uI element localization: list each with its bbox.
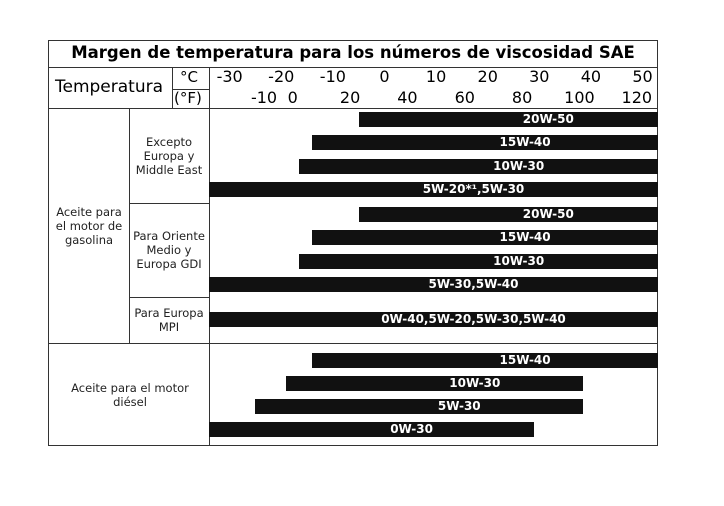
celsius-tick: 10 <box>425 67 447 86</box>
bar-label: 0W-30 <box>390 422 433 436</box>
rule <box>48 343 658 344</box>
title: Margen de temperatura para los números d… <box>71 43 635 62</box>
bar-label: 15W-40 <box>499 135 551 150</box>
bar-label: 20W-50 <box>522 207 574 221</box>
range-bar <box>209 181 658 197</box>
range-bar <box>286 376 584 391</box>
group-label: Aceite para el motor diésel <box>71 380 189 409</box>
fahrenheit-tick: 60 <box>454 88 475 107</box>
range-bar <box>358 112 658 127</box>
subgroup-label: Para Oriente Medio y Europa GDI <box>133 229 205 271</box>
range-bar <box>312 353 658 368</box>
fahrenheit-tick: 100 <box>564 88 595 107</box>
range-bar <box>209 312 658 327</box>
range-bar <box>209 422 535 437</box>
bar-label: 10W-30 <box>493 253 545 268</box>
rule <box>129 108 130 343</box>
bar-label: 20W-50 <box>522 112 574 126</box>
range-bar <box>312 230 658 246</box>
fahrenheit-tick: 80 <box>511 88 533 107</box>
fahrenheit-tick: 120 <box>621 88 653 107</box>
rule <box>209 67 210 446</box>
bar-label: 15W-40 <box>499 230 551 245</box>
bar-label: 15W-40 <box>499 353 551 367</box>
bar-label: 5W-30 <box>437 399 481 413</box>
fahrenheit-tick: 40 <box>397 88 418 107</box>
bar-label: 0W-40,5W-20,5W-30,5W-40 <box>381 312 566 326</box>
rule <box>129 203 209 204</box>
range-bar <box>299 158 658 174</box>
range-bar <box>312 135 658 151</box>
bar-label: 10W-30 <box>449 376 501 390</box>
celsius-tick: 20 <box>477 67 498 86</box>
celsius-tick: 40 <box>580 67 602 86</box>
celsius-tick: 50 <box>632 67 653 86</box>
temperature-header: Temperatura <box>55 77 164 97</box>
celsius-unit: °C <box>180 68 198 86</box>
rule <box>129 297 209 298</box>
range-bar <box>209 276 658 292</box>
celsius-tick: -20 <box>268 67 295 86</box>
bar-label: 5W-30,5W-40 <box>428 276 519 291</box>
fahrenheit-tick: -10 <box>250 88 278 107</box>
subgroup-label: Excepto Europa y Middle East <box>135 134 203 177</box>
group-label: Aceite para el motor de gasolina <box>55 204 123 247</box>
celsius-tick: 30 <box>529 67 550 86</box>
celsius-tick: 0 <box>379 67 390 86</box>
fahrenheit-tick: 20 <box>339 88 361 107</box>
rule <box>48 108 658 109</box>
rule <box>172 89 209 90</box>
range-bar <box>299 253 658 269</box>
fahrenheit-unit: (°F) <box>174 89 202 107</box>
celsius-tick: -30 <box>216 67 243 86</box>
fahrenheit-tick: 0 <box>287 88 298 107</box>
bar-label: 5W-20*¹,5W-30 <box>422 181 525 196</box>
range-bar <box>358 207 658 222</box>
bar-label: 10W-30 <box>493 158 545 173</box>
celsius-tick: -10 <box>319 67 346 86</box>
subgroup-label: Para Europa MPI <box>134 306 204 334</box>
rule <box>172 67 173 108</box>
range-bar <box>255 399 584 414</box>
rule <box>48 67 658 68</box>
